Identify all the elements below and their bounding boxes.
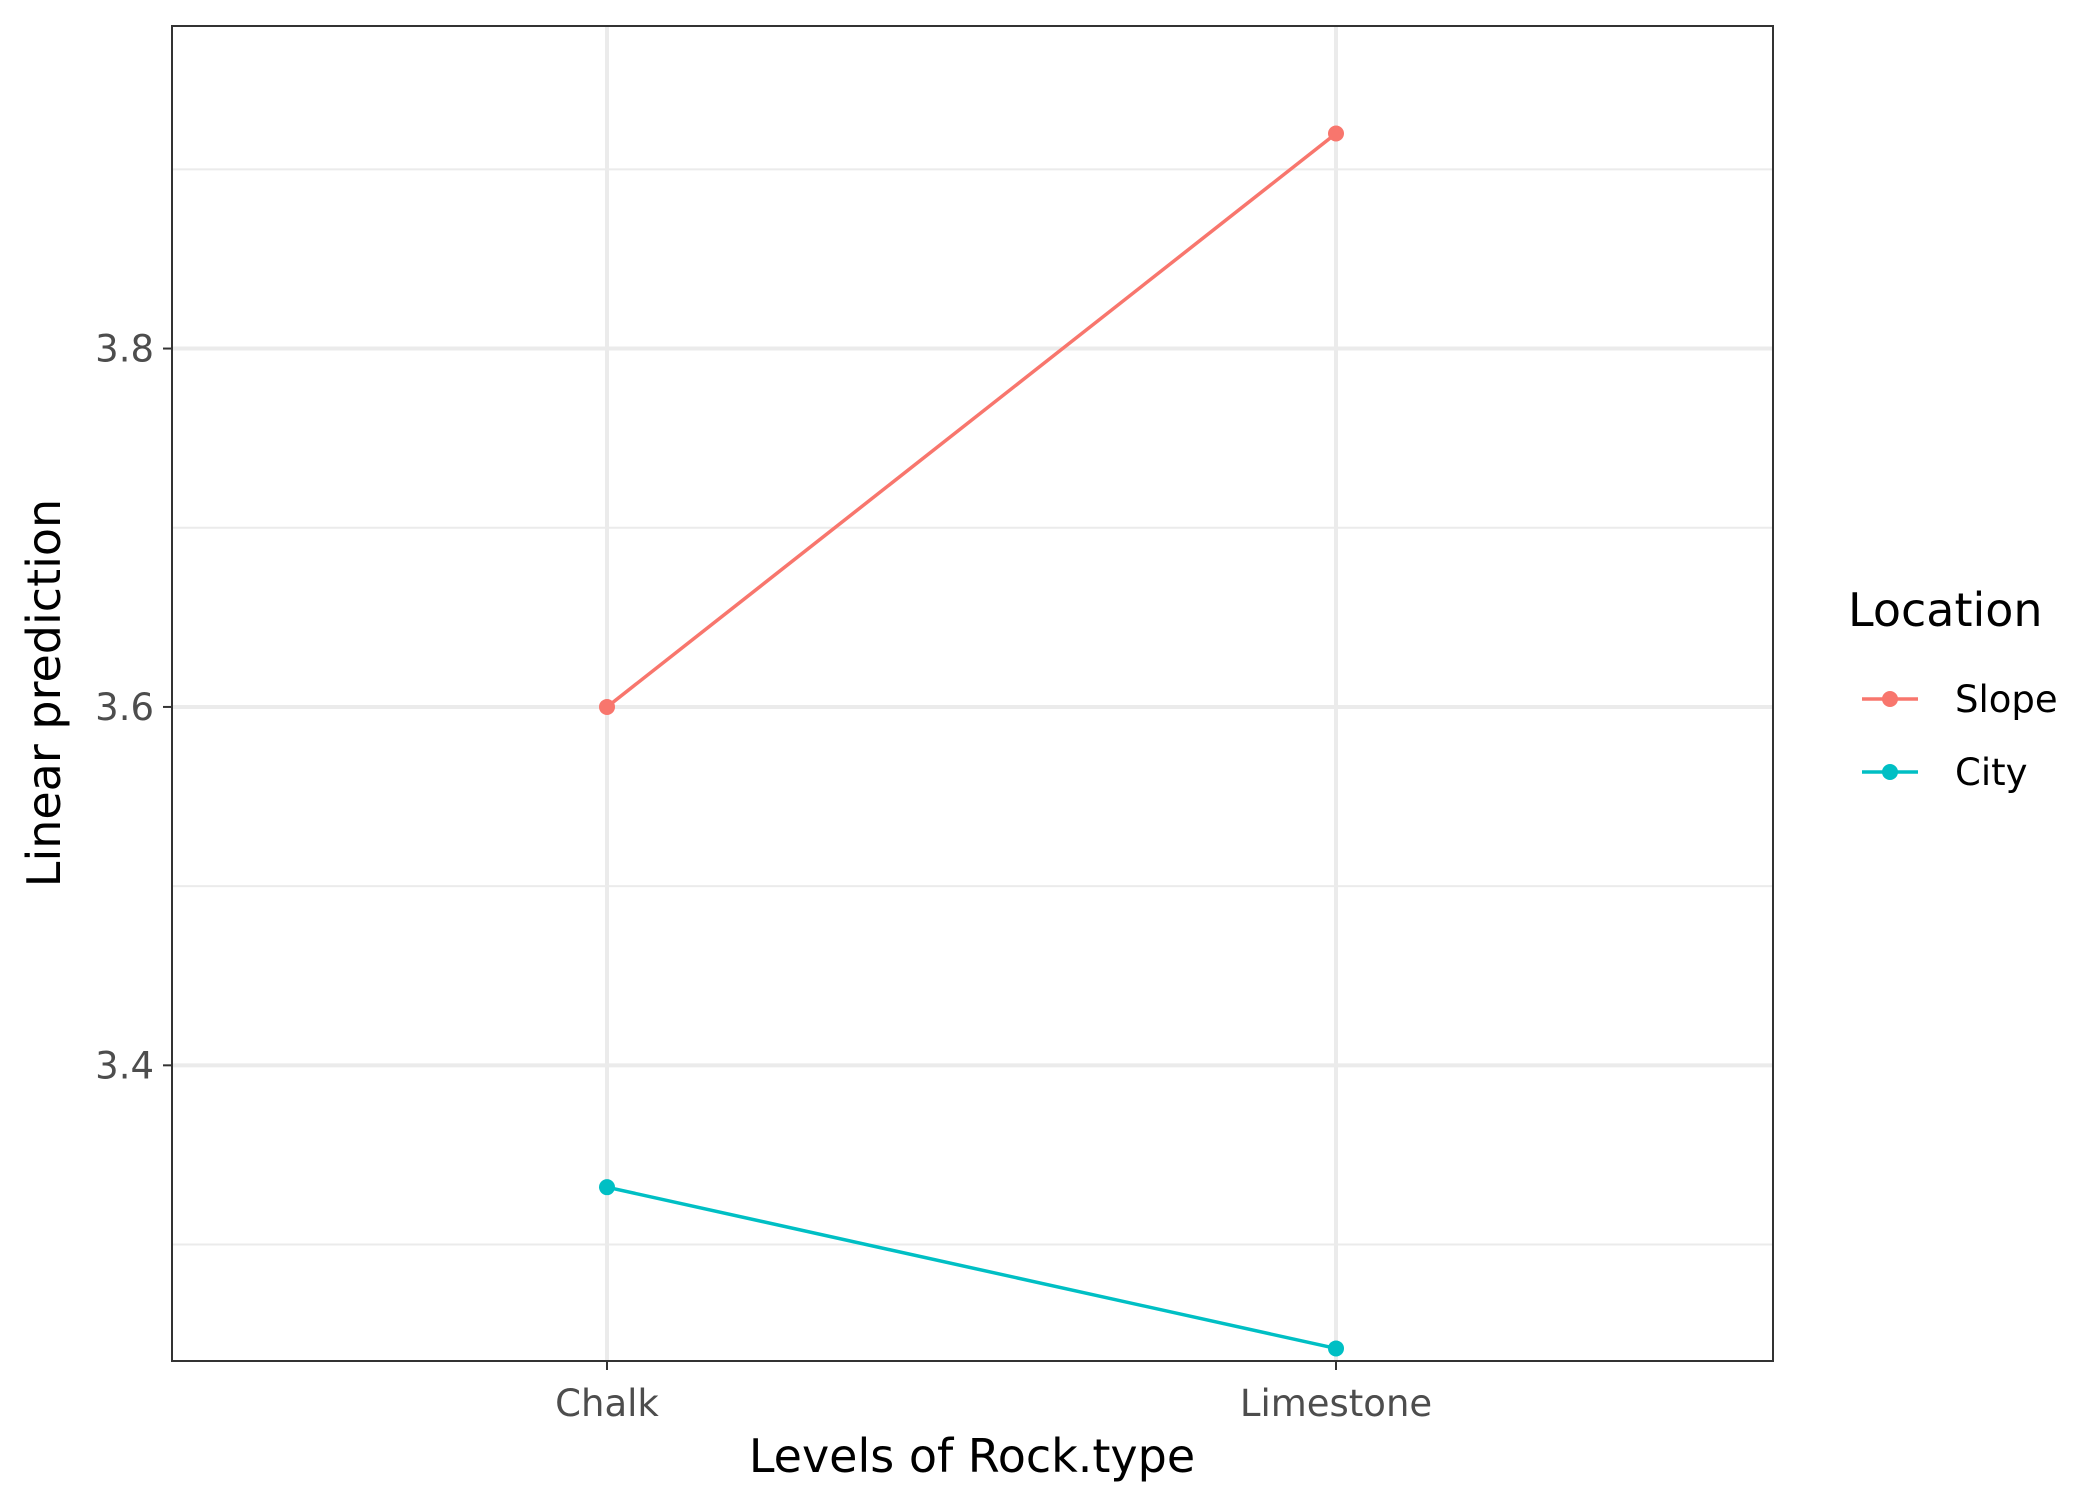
x-tick-label: Limestone xyxy=(1240,1382,1432,1425)
data-point-city-chalk xyxy=(599,1179,615,1196)
data-point-slope-chalk xyxy=(599,698,615,715)
x-tick-label: Chalk xyxy=(555,1382,659,1425)
data-point-slope-limestone xyxy=(1328,125,1344,142)
legend-key-point-city xyxy=(1882,764,1898,780)
y-tick-label: 3.6 xyxy=(95,686,154,729)
y-tick-label: 3.4 xyxy=(95,1044,154,1087)
x-axis-ticks: Chalk Limestone xyxy=(555,1361,1432,1425)
data-point-city-limestone xyxy=(1328,1340,1344,1357)
y-axis-title: Linear prediction xyxy=(17,499,71,887)
legend-key-point-slope xyxy=(1882,691,1898,707)
legend-title: Location xyxy=(1848,583,2043,637)
series-layer xyxy=(599,125,1344,1357)
plot-border xyxy=(171,25,1774,1362)
plot-background xyxy=(172,26,1773,1361)
x-axis-title: Levels of Rock.type xyxy=(749,1429,1195,1483)
y-axis-ticks: 3.4 3.6 3.8 xyxy=(95,328,172,1087)
legend-label-city: City xyxy=(1955,751,2028,794)
legend-keys: Slope City xyxy=(1862,678,2058,794)
series-line-city xyxy=(606,1185,1337,1351)
legend-label-slope: Slope xyxy=(1955,678,2058,721)
legend: Location Slope City xyxy=(1848,583,2058,794)
grid-major xyxy=(172,26,1773,1361)
y-tick-label: 3.8 xyxy=(95,328,154,371)
series-line-slope xyxy=(605,132,1338,709)
grid-minor xyxy=(172,168,1773,1246)
